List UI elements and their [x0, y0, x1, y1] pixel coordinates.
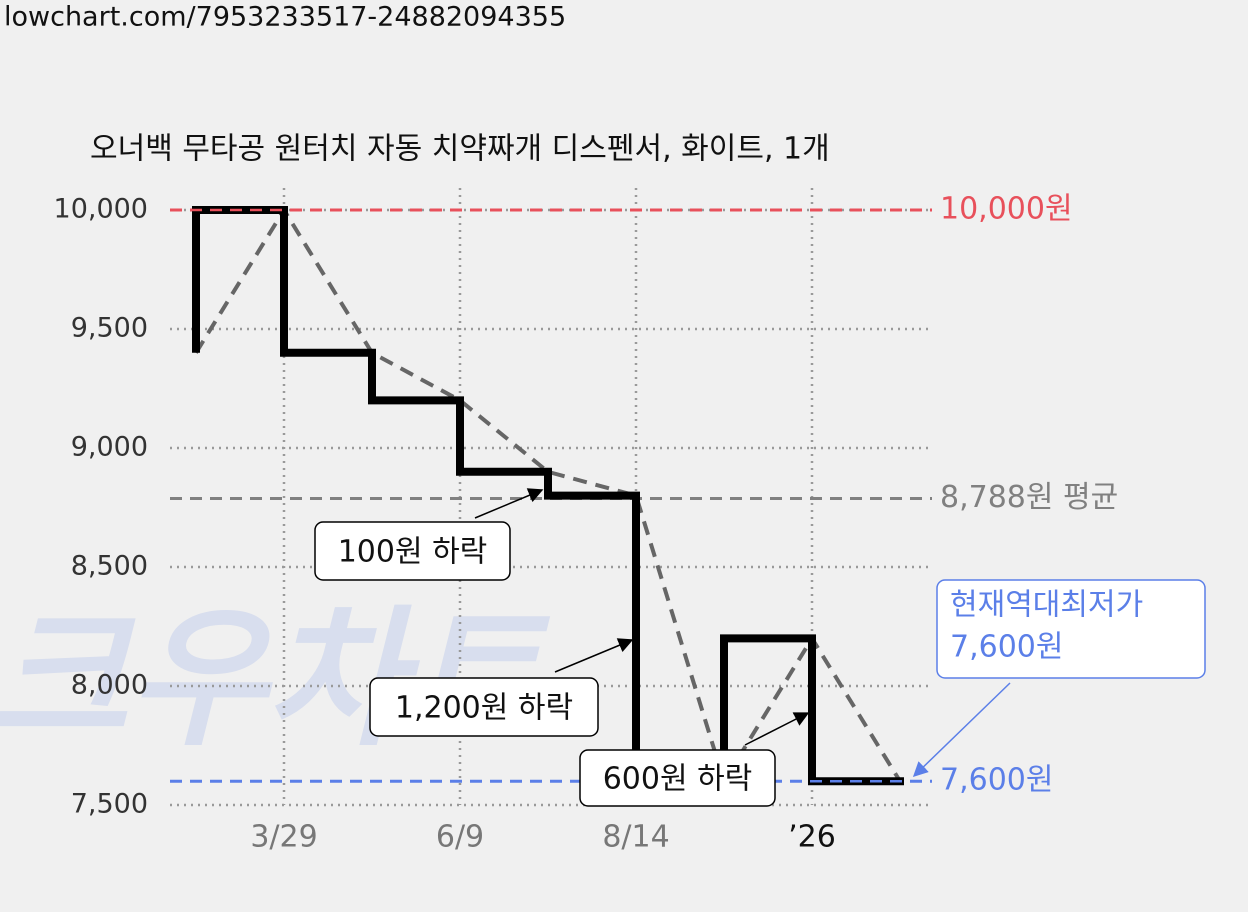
- y-tick-label: 9,000: [71, 432, 148, 463]
- x-tick-label: 8/14: [602, 820, 669, 855]
- annotation-text: 600원 하락: [603, 762, 753, 797]
- y-tick-label: 8,500: [71, 551, 148, 582]
- reference-label: 8,788원 평균: [940, 480, 1118, 515]
- y-tick-label: 9,500: [71, 313, 148, 344]
- y-tick-label: 8,000: [71, 670, 148, 701]
- annotation-arrow: [554, 638, 634, 673]
- reference-label: 10,000원: [940, 192, 1073, 227]
- annotation-text: 1,200원 하락: [395, 691, 573, 726]
- callout-text: 현재역대최저가: [950, 588, 1143, 623]
- x-tick-label: ’26: [788, 820, 836, 855]
- annotation-box: [314, 521, 511, 581]
- annotation-box: [369, 677, 599, 737]
- annotation-arrow: [474, 488, 544, 519]
- callout-box: [936, 579, 1206, 679]
- url: lowchart.com/7953233517-24882094355: [4, 2, 566, 33]
- chart-title: 오너백 무타공 원터치 자동 치약짜개 디스펜서, 화이트, 1개: [90, 132, 830, 167]
- callout-arrow: [912, 682, 1011, 778]
- y-tick-label: 10,000: [54, 194, 148, 225]
- y-tick-label: 7,500: [71, 789, 148, 820]
- annotation-arrow: [744, 712, 810, 746]
- reference-label: 7,600원: [940, 763, 1053, 798]
- x-tick-label: 6/9: [436, 820, 484, 855]
- x-tick-label: 3/29: [250, 820, 317, 855]
- annotation-text: 100원 하락: [338, 535, 488, 570]
- callout-text: 7,600원: [950, 630, 1063, 665]
- annotation-box: [579, 749, 776, 807]
